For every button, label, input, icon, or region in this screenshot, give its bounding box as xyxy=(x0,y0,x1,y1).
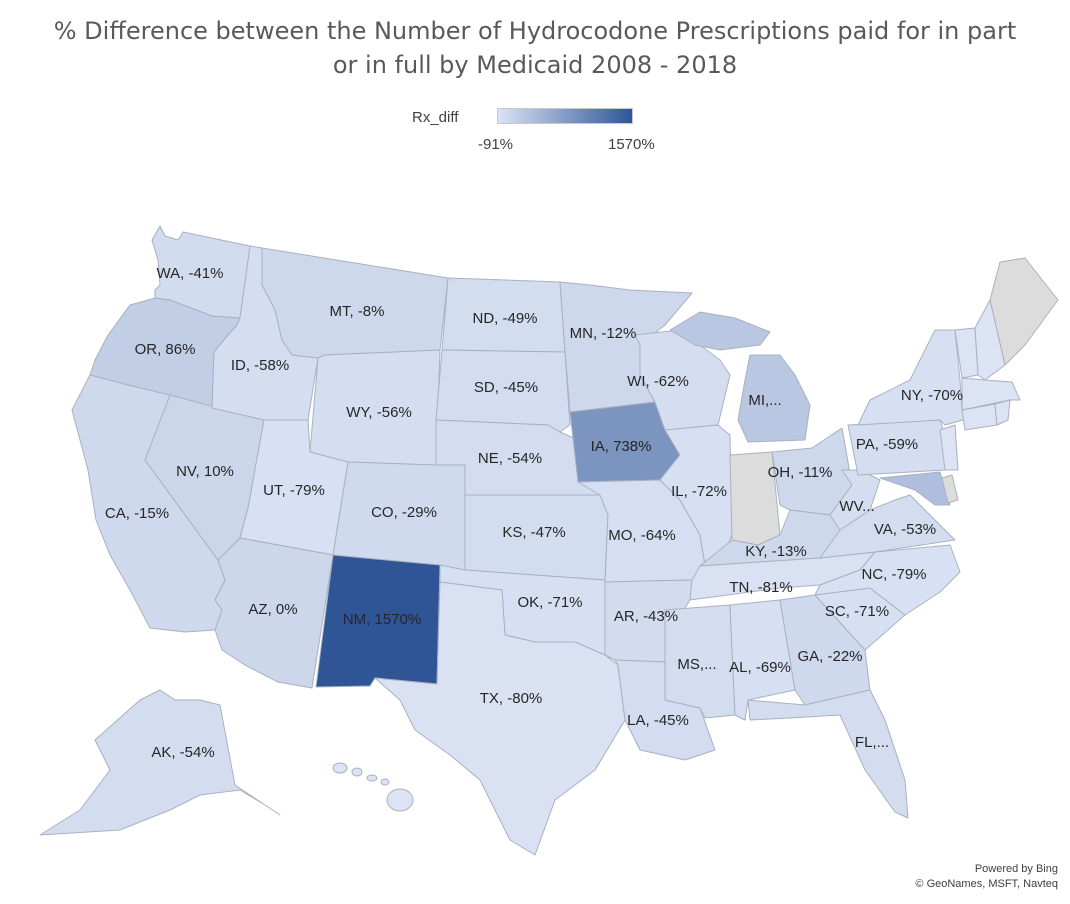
state-mt[interactable] xyxy=(261,247,449,359)
hawaii-island[interactable] xyxy=(366,774,378,782)
state-label-ne: NE, -54% xyxy=(478,450,542,467)
labels-layer: WA, -41% OR, 86% CA, -15% NV, 10% ID, -58% MT… xyxy=(105,265,963,761)
state-ny[interactable] xyxy=(857,329,1011,426)
state-label-tx: TX, -80% xyxy=(480,690,543,707)
state-fl[interactable] xyxy=(747,689,909,819)
state-label-wv: WV... xyxy=(839,498,874,515)
state-label-ca: CA, -15% xyxy=(105,505,169,522)
state-ri[interactable] xyxy=(994,399,1011,426)
state-label-la: LA, -45% xyxy=(627,712,689,729)
state-va[interactable] xyxy=(819,494,956,559)
state-label-nv: NV, 10% xyxy=(176,463,234,480)
state-label-al: AL, -69% xyxy=(729,659,791,676)
state-label-or: OR, 86% xyxy=(135,341,196,358)
state-label-fl: FL,... xyxy=(855,734,889,751)
state-mi[interactable] xyxy=(669,311,811,443)
state-nc[interactable] xyxy=(814,544,961,616)
title-line-2: or in full by Medicaid 2008 - 2018 xyxy=(332,51,738,79)
state-label-mi: MI,... xyxy=(748,392,781,409)
state-tx[interactable] xyxy=(374,581,626,856)
hawaii-island[interactable] xyxy=(332,762,348,774)
state-label-id: ID, -58% xyxy=(231,357,289,374)
state-label-ks: KS, -47% xyxy=(502,524,565,541)
state-label-ia: IA, 738% xyxy=(591,438,652,455)
state-label-az: AZ, 0% xyxy=(248,601,297,618)
state-label-ar: AR, -43% xyxy=(614,608,678,625)
hawaii-island[interactable] xyxy=(386,788,414,812)
state-label-wi: WI, -62% xyxy=(627,373,689,390)
state-label-sd: SD, -45% xyxy=(474,379,538,396)
state-label-ak: AK, -54% xyxy=(151,744,214,761)
state-label-ut: UT, -79% xyxy=(263,482,325,499)
legend-max-label: 1570% xyxy=(608,136,655,153)
state-az[interactable] xyxy=(214,537,334,689)
hawaii-island[interactable] xyxy=(351,767,363,777)
state-label-mt: MT, -8% xyxy=(329,303,384,320)
state-label-co: CO, -29% xyxy=(371,504,437,521)
state-label-nd: ND, -49% xyxy=(472,310,537,327)
states-layer xyxy=(39,225,1059,856)
hawaii-island[interactable] xyxy=(380,778,390,786)
state-label-ga: GA, -22% xyxy=(797,648,862,665)
state-label-pa: PA, -59% xyxy=(856,436,918,453)
state-label-ky: KY, -13% xyxy=(745,543,806,560)
legend-min-label: -91% xyxy=(478,136,514,153)
map-title: % Difference between the Number of Hydro… xyxy=(0,14,1070,82)
state-label-il: IL, -72% xyxy=(671,483,727,500)
state-nh[interactable] xyxy=(974,299,1006,381)
state-label-nm: NM, 1570% xyxy=(343,611,421,628)
state-label-ok: OK, -71% xyxy=(517,594,582,611)
powered-by-bing: Powered by Bing xyxy=(974,863,1058,875)
state-label-va: VA, -53% xyxy=(874,521,936,538)
state-label-mo: MO, -64% xyxy=(608,527,676,544)
state-label-nc: NC, -79% xyxy=(861,566,926,583)
legend-label: Rx_diff xyxy=(412,109,459,126)
state-label-sc: SC, -71% xyxy=(825,603,889,620)
state-label-mn: MN, -12% xyxy=(570,325,637,342)
state-label-wa: WA, -41% xyxy=(157,265,224,282)
title-line-1: % Difference between the Number of Hydro… xyxy=(53,17,1017,45)
state-label-oh: OH, -11% xyxy=(768,464,833,481)
state-label-tn: TN, -81% xyxy=(729,579,792,596)
state-label-ms: MS,... xyxy=(677,656,716,673)
state-md[interactable] xyxy=(879,471,951,506)
state-ak[interactable] xyxy=(39,689,281,836)
state-nj[interactable] xyxy=(939,424,959,471)
state-label-ny: NY, -70% xyxy=(901,387,963,404)
map-attribution: © GeoNames, MSFT, Navteq xyxy=(915,878,1058,890)
state-de[interactable] xyxy=(941,474,959,504)
legend-gradient-bar xyxy=(497,108,633,124)
state-label-wy: WY, -56% xyxy=(346,404,412,421)
